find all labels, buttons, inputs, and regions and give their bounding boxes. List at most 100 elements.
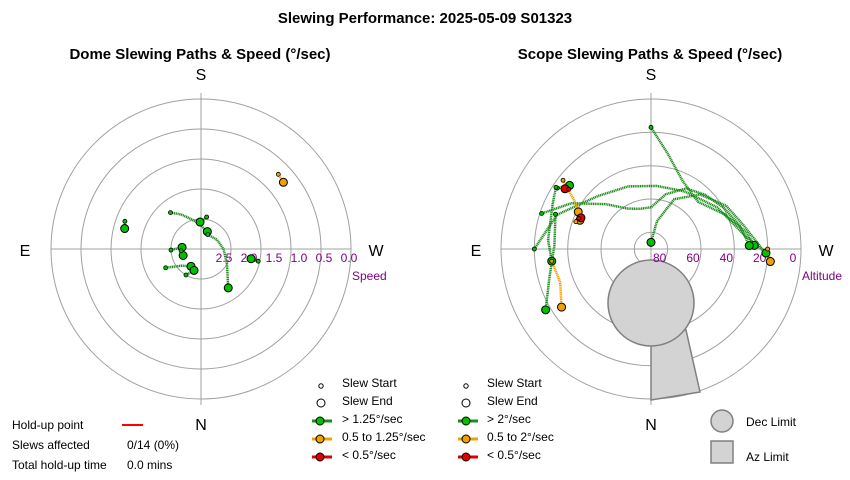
legend-slow-label: < 0.5°/sec xyxy=(487,448,541,462)
slew-start-marker xyxy=(531,246,537,252)
scope-legend: Slew Start Slew End > 2°/sec 0.5 to 2°/s… xyxy=(458,376,797,464)
legend-fast-label: > 1.25°/sec xyxy=(342,412,403,426)
dome-cardinal-bottom: N xyxy=(195,417,207,434)
radial-tick-label: 80 xyxy=(653,251,667,265)
dome-cardinal-top: S xyxy=(196,67,207,84)
dome-cardinal-left: E xyxy=(20,243,31,260)
slew-end-marker xyxy=(189,265,199,275)
scope-slews xyxy=(531,124,775,315)
dome-grid xyxy=(50,93,352,405)
slew-end-marker xyxy=(765,257,775,267)
slew-end-marker xyxy=(541,305,551,315)
dome-cardinal-right: W xyxy=(368,243,384,260)
scope-cardinal-right: W xyxy=(818,243,834,260)
legend-dec-limit-marker xyxy=(710,409,734,433)
holdup-time-value: 0.0 mins xyxy=(127,458,172,472)
scope-polar-chart: Scope Slewing Paths & Speed (°/sec) S N … xyxy=(471,46,843,434)
slew-path xyxy=(649,126,756,247)
legend-end-marker xyxy=(461,398,471,408)
slew-start-marker xyxy=(539,211,545,216)
legend-end-marker xyxy=(316,398,326,408)
dome-radial-label: Speed xyxy=(352,269,387,283)
slews-affected-value: 0/14 (0%) xyxy=(127,438,179,452)
scope-limits xyxy=(607,259,701,401)
legend-start-marker xyxy=(318,383,324,389)
holdup-point-label: Hold-up point xyxy=(12,418,84,432)
slew-end-marker xyxy=(223,283,233,293)
legend-medium-marker xyxy=(461,434,471,444)
slew-start-marker xyxy=(168,247,174,253)
slew-start-marker xyxy=(566,186,572,192)
slew-end-marker xyxy=(744,241,754,251)
radial-tick-label: 0.0 xyxy=(341,251,358,265)
dome-radial-ticks: 2.52.01.51.00.50.0 xyxy=(216,251,358,265)
holdup-summary: Hold-up point Slews affected 0/14 (0%) T… xyxy=(12,418,179,472)
slew-start-marker xyxy=(576,215,582,221)
slew-end-marker xyxy=(646,237,656,247)
radial-tick-label: 40 xyxy=(720,251,734,265)
slew-path xyxy=(546,187,558,262)
holdup-time-label: Total hold-up time xyxy=(12,458,107,472)
slews-affected-label: Slews affected xyxy=(12,438,90,452)
legend-medium-marker xyxy=(315,434,325,444)
slew-start-marker xyxy=(205,232,211,237)
slew-end-marker xyxy=(278,177,288,187)
slew-end-marker xyxy=(557,302,567,312)
legend-start-label: Slew Start xyxy=(342,376,397,390)
slew-start-marker xyxy=(549,258,555,264)
slew-end-marker xyxy=(195,217,205,227)
legend-az-limit-marker xyxy=(710,440,734,464)
legend-fast-marker xyxy=(315,416,325,426)
legend-dec-limit-label: Dec Limit xyxy=(746,415,797,429)
slew-start-marker xyxy=(560,177,566,183)
radial-tick-label: 1.0 xyxy=(291,251,308,265)
slew-start-marker xyxy=(168,210,173,216)
slew-path xyxy=(550,260,563,308)
dec-limit-region xyxy=(607,259,695,347)
scope-radial-label: Altitude xyxy=(802,269,842,283)
slew-path xyxy=(541,187,751,247)
slew-start-marker xyxy=(178,248,184,254)
slew-start-marker xyxy=(275,171,281,177)
scope-cardinal-top: S xyxy=(646,67,657,84)
legend-end-label: Slew End xyxy=(342,394,393,408)
slew-path xyxy=(165,264,192,270)
slew-end-marker xyxy=(246,254,256,264)
slew-start-marker xyxy=(255,258,261,264)
legend-end-label: Slew End xyxy=(487,394,538,408)
slew-start-marker xyxy=(553,184,559,190)
radial-tick-label: 1.5 xyxy=(266,251,283,265)
legend-start-marker xyxy=(463,383,469,389)
legend-start-label: Slew Start xyxy=(487,376,542,390)
slew-start-marker xyxy=(553,211,558,217)
slew-path xyxy=(533,184,767,254)
scope-cardinal-left: E xyxy=(471,243,482,260)
slew-start-marker xyxy=(648,124,654,130)
radial-tick-label: 60 xyxy=(686,251,700,265)
radial-tick-label: 0 xyxy=(790,251,797,265)
radial-tick-label: 0.5 xyxy=(316,251,333,265)
legend-slow-label: < 0.5°/sec xyxy=(342,448,396,462)
scope-radial-ticks: 80 60 40 20 0 xyxy=(653,251,797,265)
legend-fast-marker xyxy=(461,416,471,426)
scope-cardinal-bottom: N xyxy=(645,417,657,434)
dome-slews xyxy=(120,171,288,293)
legend-az-limit-label: Az Limit xyxy=(746,450,789,464)
dome-legend: Slew Start Slew End > 1.25°/sec 0.5 to 1… xyxy=(312,376,426,462)
radial-tick-label: 2.5 xyxy=(216,251,233,265)
dome-chart-title: Dome Slewing Paths & Speed (°/sec) xyxy=(69,46,330,63)
legend-fast-label: > 2°/sec xyxy=(487,412,531,426)
legend-medium-label: 0.5 to 2°/sec xyxy=(487,430,554,444)
slew-start-marker xyxy=(183,272,189,278)
slew-path xyxy=(207,233,230,288)
scope-chart-title: Scope Slewing Paths & Speed (°/sec) xyxy=(518,46,782,63)
slew-end-marker xyxy=(120,224,130,234)
slew-start-marker xyxy=(204,214,210,220)
dome-polar-chart: Dome Slewing Paths & Speed (°/sec) S N E… xyxy=(20,46,387,434)
legend-medium-label: 0.5 to 1.25°/sec xyxy=(342,430,426,444)
slew-start-marker xyxy=(765,246,771,252)
legend-slow-marker xyxy=(315,452,325,462)
slew-start-marker xyxy=(573,219,579,225)
figure-title: Slewing Performance: 2025-05-09 S01323 xyxy=(278,10,572,27)
